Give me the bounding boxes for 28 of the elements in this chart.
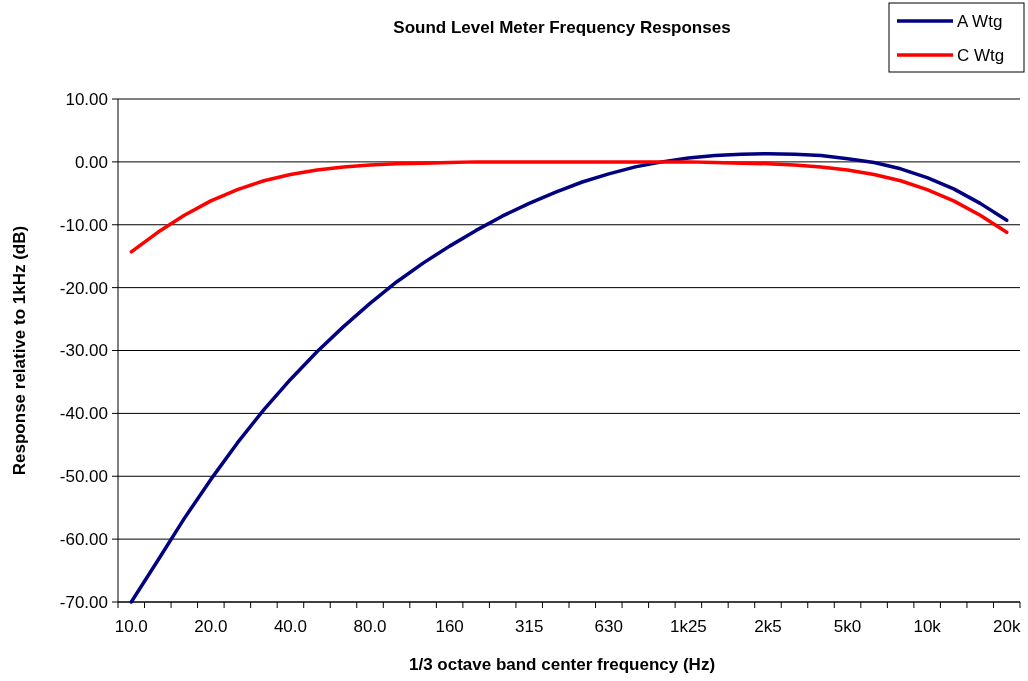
y-tick-label: -60.00 (59, 530, 108, 550)
legend-label: A Wtg (957, 11, 1003, 31)
y-tick-label: -70.00 (59, 592, 108, 612)
y-tick-label: -40.00 (59, 404, 108, 424)
x-tick-label: 160 (435, 617, 464, 636)
x-tick-label: 1k25 (669, 617, 707, 636)
x-tick-label: 5k0 (833, 617, 862, 636)
y-tick-label: -30.00 (59, 341, 108, 361)
y-tick-label: -50.00 (59, 467, 108, 487)
x-tick-label: 40.0 (273, 617, 307, 636)
x-axis-title: 1/3 octave band center frequency (Hz) (408, 655, 716, 674)
chart-title: Sound Level Meter Frequency Responses (393, 18, 731, 37)
y-tick-label: 10.00 (65, 89, 108, 109)
x-tick-label: 20.0 (194, 617, 228, 636)
x-tick-label: 20k (993, 617, 1021, 636)
x-tick-label: 10.0 (114, 617, 148, 636)
legend-label: C Wtg (957, 45, 1005, 65)
line-series (129, 151, 1009, 604)
y-tick-label: 0.00 (74, 152, 108, 172)
y-axis-title: Response relative to 1kHz (dB) (10, 225, 29, 476)
x-tick-label: 315 (515, 617, 544, 636)
line-series (129, 160, 1009, 254)
x-tick-label: 2k5 (754, 617, 782, 636)
x-tick-label: 630 (594, 617, 623, 636)
y-tick-label: -10.00 (59, 215, 108, 235)
x-tick-label: 80.0 (353, 617, 387, 636)
y-tick-label: -20.00 (59, 278, 108, 298)
x-tick-label: 10k (913, 617, 942, 636)
